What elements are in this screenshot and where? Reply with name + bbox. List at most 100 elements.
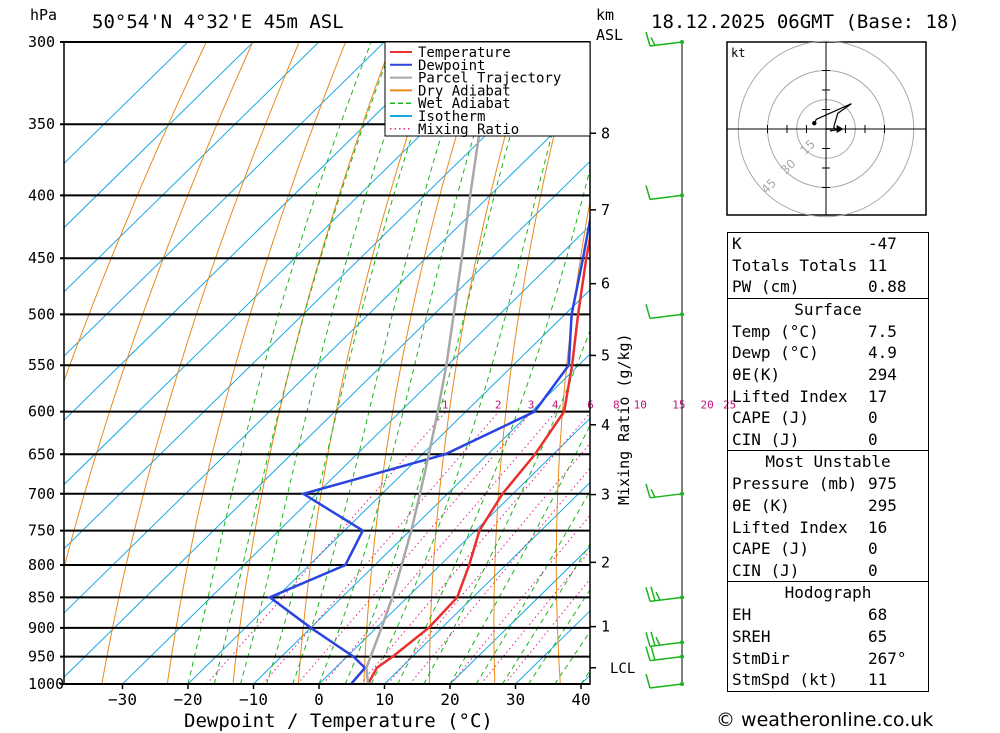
wet-adiabat-line <box>187 42 372 684</box>
most-unstable-index-row: CIN (J) 0 <box>728 560 928 582</box>
dry-adiabat-line <box>101 42 300 684</box>
legend-label: Wet Adiabat <box>418 96 511 112</box>
pressure-tick-label: 300 <box>28 33 55 51</box>
km-tick-label: 3 <box>601 486 610 504</box>
dry-adiabat-line <box>944 42 1000 684</box>
most-unstable-index-row: Pressure (mb) 975 <box>728 473 928 495</box>
legend-label: Parcel Trajectory <box>418 71 561 87</box>
pressure-tick-label: 650 <box>28 445 55 463</box>
profiles <box>267 42 590 684</box>
indices-most-unstable-section: Most Unstable Pressure (mb) 975 θE (K) 295 L… <box>728 450 928 581</box>
mixing-ratio-label: 15 <box>672 399 685 412</box>
isotherm-line <box>318 417 590 684</box>
legend-label: Isotherm <box>418 109 485 125</box>
pressure-tick-label: 800 <box>28 556 55 574</box>
legend-label: Temperature <box>418 45 511 61</box>
most-unstable-index-value: 975 <box>868 474 897 494</box>
x-axis-label: Dewpoint / Temperature (°C) <box>184 710 493 732</box>
wind-barb <box>645 304 684 320</box>
x-tick-label: 0 <box>314 690 324 709</box>
isotherm-line <box>64 42 516 486</box>
hodograph-unit-label: kt <box>731 46 745 60</box>
most-unstable-index-row: CAPE (J) 0 <box>728 538 928 560</box>
dry-adiabat-line <box>232 42 393 684</box>
dry-adiabat-line <box>993 42 1000 684</box>
general-index-row: K -47 <box>728 233 928 255</box>
pressure-tick-label: 850 <box>28 588 55 606</box>
location-title: 50°54'N 4°32'E 45m ASL <box>92 11 344 33</box>
hodograph-index-row: EH 68 <box>728 604 928 626</box>
surface-title: Surface <box>794 299 862 319</box>
surface-index-label: Lifted Index <box>732 386 848 406</box>
dry-adiabat-line <box>363 42 486 684</box>
isotherm-line <box>384 481 590 684</box>
mixing-ratio-label: 1 <box>442 399 449 412</box>
hodograph-index-value: 68 <box>868 605 888 625</box>
pressure-tick-label: 450 <box>28 249 55 267</box>
x-tick-label: 40 <box>571 690 590 709</box>
wind-barb-strip <box>645 31 684 689</box>
isotherm-line <box>64 96 590 614</box>
most-unstable-index-label: CAPE (J) <box>732 539 810 559</box>
pressure-tick-label: 1000 <box>28 675 64 693</box>
plot-frame <box>63 41 591 685</box>
most-unstable-index-label: Lifted Index <box>732 517 848 537</box>
km-tick-label: 4 <box>601 416 610 434</box>
storm-motion-arrowhead <box>836 125 844 133</box>
isotherm-line <box>64 42 451 421</box>
km-tick-label: 5 <box>601 346 610 364</box>
surface-index-value: 7.5 <box>868 321 897 341</box>
axes: −30 −20 −10 0 10 20 30 40 1 2 3 4 5 6 7 8 LCL <box>63 41 635 709</box>
wet-adiabat-line <box>344 42 538 684</box>
wind-barb <box>645 645 684 662</box>
surface-index-row: Lifted Index 17 <box>728 386 928 408</box>
surface-index-row: Temp (°C) 7.5 <box>728 321 928 343</box>
hodograph-index-row: StmSpd (kt) 11 <box>728 669 928 691</box>
mixing-ratio-label: 3 <box>528 399 535 412</box>
general-index-value: 11 <box>868 255 888 275</box>
hodograph-index-label: SREH <box>732 626 771 646</box>
general-index-label: Totals Totals <box>732 255 858 275</box>
most-unstable-index-value: 0 <box>868 539 878 559</box>
hodograph-section-title: Hodograph <box>784 583 872 603</box>
isotherm-line <box>64 42 385 357</box>
mixing-ratio-label: 2 <box>495 399 502 412</box>
general-index-label: PW (cm) <box>732 277 800 297</box>
lcl-label: LCL <box>610 661 635 677</box>
dry-adiabat-line <box>493 42 579 684</box>
isotherm-line <box>64 42 254 229</box>
datetime-title: 18.12.2025 06GMT (Base: 18) <box>651 11 960 33</box>
x-tick-label: 10 <box>375 690 394 709</box>
hodograph-index-row: SREH 65 <box>728 626 928 648</box>
pressure-tick-label: 750 <box>28 522 55 540</box>
surface-index-value: 0 <box>868 408 878 428</box>
wind-barb <box>645 631 684 648</box>
surface-index-value: 17 <box>868 386 888 406</box>
km-tick-label: 7 <box>601 201 610 219</box>
general-index-value: 0.88 <box>868 277 907 297</box>
wet-adiabat-line <box>449 424 590 684</box>
most-unstable-index-label: Pressure (mb) <box>732 474 858 494</box>
surface-index-row: CAPE (J) 0 <box>728 407 928 429</box>
legend-label: Dewpoint <box>418 58 485 74</box>
mixing-ratio-line <box>262 411 500 684</box>
x-tick-label: −20 <box>174 690 203 709</box>
hodograph-index-row: StmDir 267° <box>728 648 928 670</box>
temperature-profile <box>366 231 590 684</box>
x-tick-label: −30 <box>108 690 137 709</box>
hodograph-index-value: 267° <box>868 648 907 668</box>
hodograph-index-value: 11 <box>868 670 888 690</box>
general-index-row: PW (cm) 0.88 <box>728 276 928 298</box>
most-unstable-index-label: θE (K) <box>732 495 790 515</box>
pressure-tick-label: 900 <box>28 619 55 637</box>
dry-adiabat-line <box>64 42 207 383</box>
mixing-ratio-axis-label: Mixing Ratio (g/kg) <box>615 333 633 505</box>
pressure-tick-label: 350 <box>28 115 55 133</box>
parcel-trajectory-profile <box>365 42 494 684</box>
most-unstable-index-row: θE (K) 295 <box>728 495 928 517</box>
general-index-label: K <box>732 234 742 253</box>
hodograph-trace <box>813 103 852 132</box>
